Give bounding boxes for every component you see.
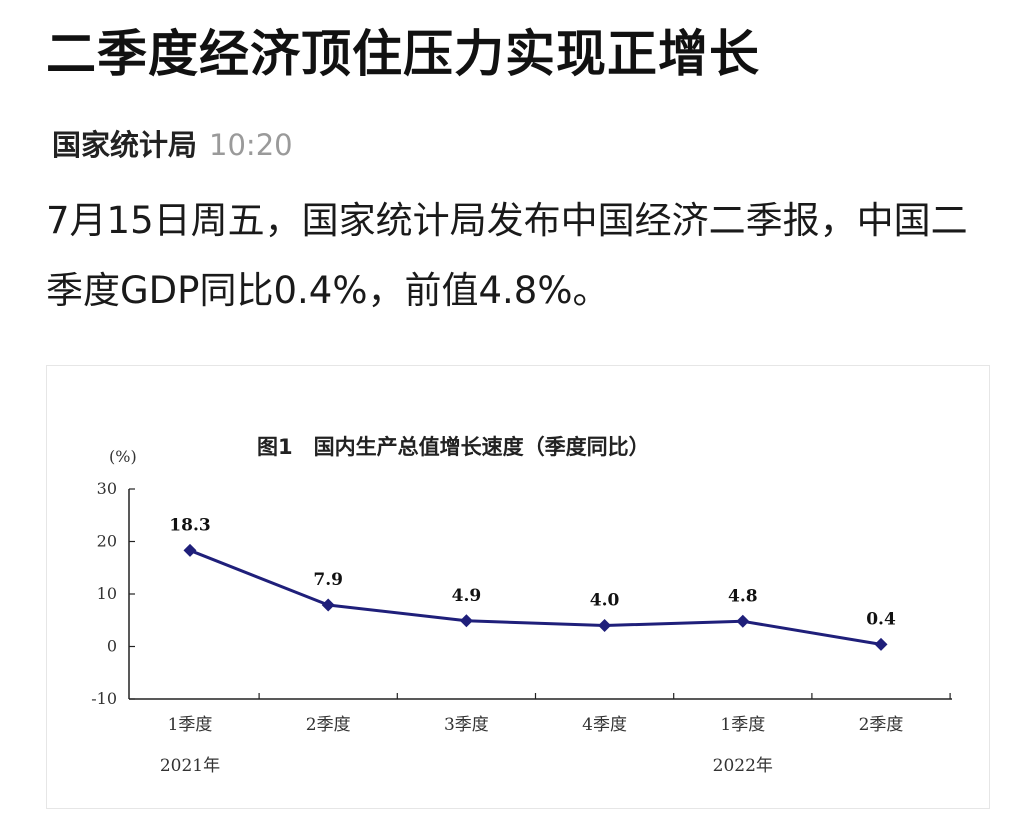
y-tick-label: 0 bbox=[107, 637, 117, 656]
x-tick-labels-group: 1季度 2季度 3季度 4季度 1季度 2季度 2021年 2022年 bbox=[160, 715, 904, 776]
data-label: 4.9 bbox=[452, 586, 482, 606]
source-name[interactable]: 国家统计局 bbox=[52, 128, 198, 162]
publish-time: 10:20 bbox=[209, 128, 293, 162]
x-tick-label: 3季度 bbox=[444, 715, 489, 735]
data-point-marker bbox=[459, 614, 473, 628]
data-label: 7.9 bbox=[313, 570, 343, 590]
article-meta: 国家统计局 10:20 bbox=[52, 122, 293, 164]
data-label: 4.0 bbox=[590, 591, 620, 611]
x-year-label: 2021年 bbox=[160, 756, 220, 776]
series-line-group bbox=[183, 543, 888, 651]
data-point-marker bbox=[598, 619, 612, 632]
chart-axes: 30 20 10 0 -10 bbox=[91, 479, 952, 708]
data-label: 0.4 bbox=[866, 609, 896, 629]
data-point-marker bbox=[321, 598, 335, 612]
y-axis-unit-label: (%) bbox=[109, 447, 137, 466]
article-body: 7月15日周五，国家统计局发布中国经济二季报，中国二季度GDP同比0.4%，前值… bbox=[46, 199, 968, 312]
y-tick-label: 20 bbox=[97, 532, 117, 551]
data-label: 4.8 bbox=[728, 586, 758, 606]
data-label: 18.3 bbox=[169, 515, 210, 535]
gdp-line-chart: 图1 国内生产总值增长速度（季度同比） (%) 30 20 10 0 -10 18.3 7… bbox=[91, 435, 952, 776]
x-tick-label: 1季度 bbox=[720, 715, 765, 735]
x-year-label: 2022年 bbox=[713, 756, 773, 776]
data-labels-group: 18.3 7.9 4.9 4.0 4.8 0.4 bbox=[169, 515, 896, 629]
x-tick-label: 4季度 bbox=[582, 715, 627, 735]
x-tick-label: 1季度 bbox=[168, 715, 213, 735]
gdp-chart-card: 图1 国内生产总值增长速度（季度同比） (%) 30 20 10 0 -10 18.3 7… bbox=[46, 365, 990, 809]
x-tick-label: 2季度 bbox=[306, 715, 351, 735]
article-headline: 二季度经济顶住压力实现正增长 bbox=[46, 25, 760, 83]
y-tick-label: -10 bbox=[91, 689, 117, 708]
series-line bbox=[189, 549, 882, 646]
data-point-marker bbox=[874, 637, 888, 651]
chart-title: 图1 国内生产总值增长速度（季度同比） bbox=[257, 435, 650, 459]
y-tick-label: 10 bbox=[97, 584, 117, 603]
x-tick-label: 2季度 bbox=[859, 715, 904, 735]
data-point-marker bbox=[736, 614, 750, 628]
data-point-marker bbox=[183, 543, 197, 557]
y-tick-label: 30 bbox=[97, 479, 117, 498]
